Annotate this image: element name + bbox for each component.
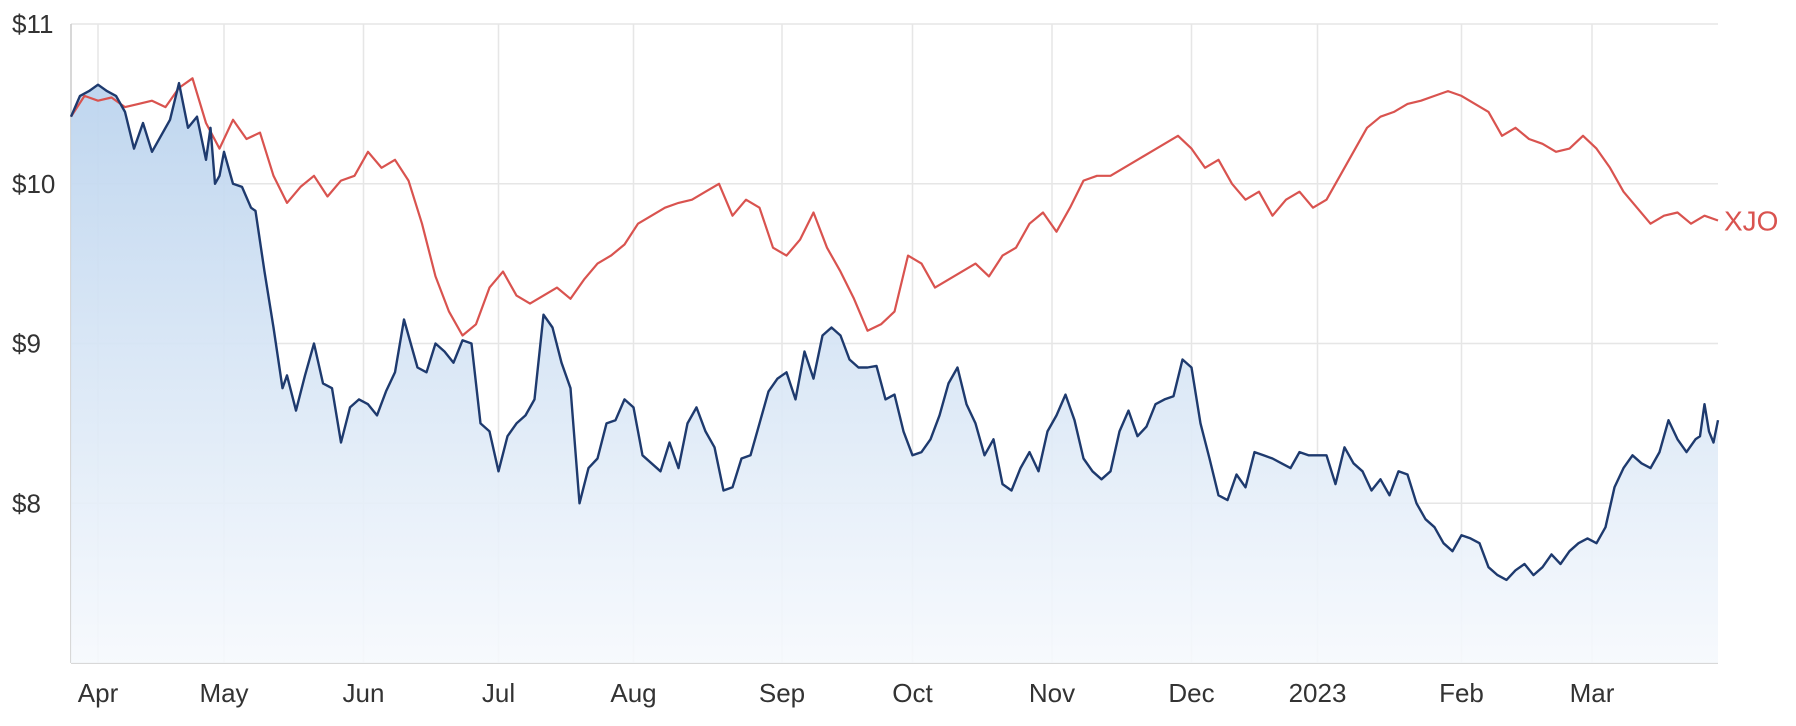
x-tick-label: Jun (343, 678, 385, 708)
stock-series-line (69, 81, 1720, 582)
x-tick-label: Jul (482, 678, 515, 708)
x-tick-label: Nov (1029, 678, 1075, 708)
y-tick-label: $9 (12, 329, 41, 359)
x-tick-label: May (199, 678, 248, 708)
xjo-series-label: XJO (1724, 205, 1778, 236)
x-tick-label: 2023 (1289, 678, 1347, 708)
y-tick-label: $11 (12, 9, 53, 39)
x-tick-label: Mar (1570, 678, 1615, 708)
x-tick-label: Feb (1439, 678, 1484, 708)
xjo-series-line (70, 77, 1719, 337)
x-tick-label: Oct (892, 678, 933, 708)
stock-area-fill (71, 83, 1718, 664)
y-tick-label: $10 (12, 169, 55, 199)
x-tick-label: Apr (78, 678, 119, 708)
y-tick-label: $8 (12, 488, 41, 518)
x-tick-label: Aug (610, 678, 656, 708)
x-tick-label: Dec (1168, 678, 1214, 708)
x-tick-label: Sep (759, 678, 805, 708)
